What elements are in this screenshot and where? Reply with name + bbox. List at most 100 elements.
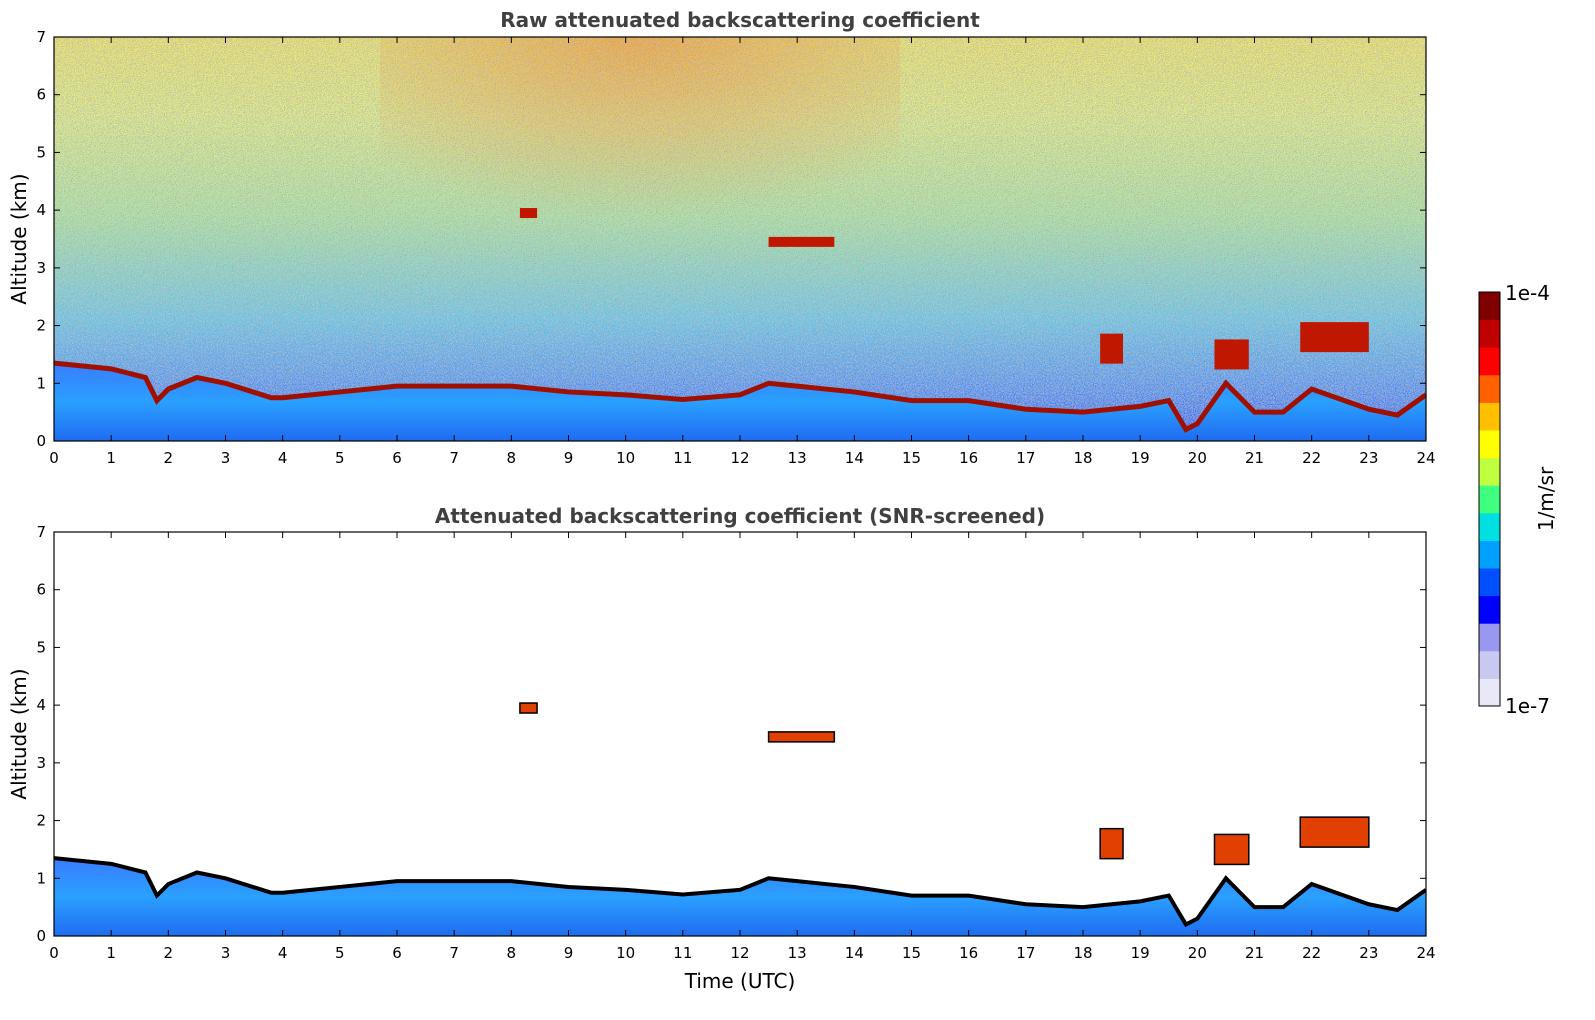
x-tick-label: 5 <box>335 449 345 467</box>
colorbar-min-label: 1e-7 <box>1505 694 1550 718</box>
colorbar-swatch <box>1479 512 1500 541</box>
x-tick-label: 10 <box>616 449 635 467</box>
screened-boundary-layer-aerosol <box>54 858 1426 936</box>
panel-raw: Raw attenuated backscattering coefficien… <box>7 8 1436 467</box>
x-tick-label: 17 <box>1016 449 1035 467</box>
colorbar-swatch <box>1479 430 1500 459</box>
colorbar-swatch <box>1479 568 1500 597</box>
x-tick-label: 20 <box>1188 449 1207 467</box>
x-tick-label: 6 <box>392 944 402 962</box>
y-tick-label: 6 <box>36 86 46 104</box>
x-tick-label: 11 <box>673 944 692 962</box>
x-tick-label: 1 <box>106 449 116 467</box>
panel-screened-heatmap <box>54 532 1426 936</box>
cloud-feature <box>1213 833 1250 866</box>
panel-screened-ylabel: Altitude (km) <box>7 668 31 799</box>
y-tick-label: 1 <box>36 869 46 887</box>
x-tick-label: 21 <box>1245 449 1264 467</box>
panel-screened-title: Attenuated backscattering coefficient (S… <box>435 504 1045 528</box>
y-tick-label: 6 <box>36 581 46 599</box>
x-tick-label: 16 <box>959 449 978 467</box>
y-tick-label: 7 <box>36 523 46 541</box>
x-tick-label: 1 <box>106 944 116 962</box>
y-tick-label: 7 <box>36 28 46 46</box>
x-tick-label: 18 <box>1073 944 1092 962</box>
x-tick-label: 24 <box>1416 944 1435 962</box>
colorbar-swatches <box>1479 292 1500 707</box>
colorbar-swatch <box>1479 595 1500 624</box>
cloud-feature <box>1299 816 1370 848</box>
x-tick-label: 22 <box>1302 944 1321 962</box>
cloud-feature <box>767 731 836 743</box>
x-tick-label: 9 <box>564 944 574 962</box>
y-tick-label: 4 <box>36 201 46 219</box>
colorbar: 1e-4 1e-7 1/m/sr <box>1478 281 1558 718</box>
x-tick-label: 22 <box>1302 449 1321 467</box>
y-tick-label: 4 <box>36 696 46 714</box>
panel-screened-x-ticks: 0 1 2 3 4 5 6 7 8 9 10 11 12 13 14 15 16 17 18 19 20 21 22 23 24 <box>49 532 1436 962</box>
colorbar-swatch <box>1479 347 1500 376</box>
x-tick-label: 14 <box>845 944 864 962</box>
x-tick-label: 7 <box>449 944 459 962</box>
y-tick-label: 5 <box>36 638 46 656</box>
x-tick-label: 11 <box>673 449 692 467</box>
x-tick-label: 21 <box>1245 944 1264 962</box>
colorbar-swatch <box>1479 374 1500 403</box>
x-tick-label: 5 <box>335 944 345 962</box>
x-tick-label: 7 <box>449 449 459 467</box>
panel-raw-ylabel: Altitude (km) <box>7 173 31 304</box>
cloud-feature <box>1214 339 1249 370</box>
x-tick-label: 14 <box>845 449 864 467</box>
x-tick-label: 12 <box>730 944 749 962</box>
panel-raw-y-ticks: 0 1 2 3 4 5 6 7 <box>36 28 1426 450</box>
panel-screened-y-ticks: 0 1 2 3 4 5 6 7 <box>36 523 1426 945</box>
x-tick-label: 23 <box>1359 944 1378 962</box>
x-tick-label: 6 <box>392 449 402 467</box>
y-tick-label: 0 <box>36 927 46 945</box>
raw-boundary-layer-top <box>54 360 1426 433</box>
cloud-feature <box>519 208 538 219</box>
colorbar-swatch <box>1479 402 1500 431</box>
x-tick-label: 4 <box>278 449 288 467</box>
x-tick-label: 4 <box>278 944 288 962</box>
x-tick-label: 17 <box>1016 944 1035 962</box>
x-tick-label: 15 <box>902 449 921 467</box>
colorbar-swatch <box>1479 540 1500 569</box>
x-tick-label: 15 <box>902 944 921 962</box>
x-tick-label: 13 <box>788 944 807 962</box>
colorbar-swatch <box>1479 650 1500 679</box>
screened-cloud-features <box>519 702 1370 866</box>
colorbar-unit-label: 1/m/sr <box>1534 466 1558 531</box>
colorbar-swatch <box>1479 678 1500 707</box>
x-tick-label: 3 <box>221 944 231 962</box>
x-tick-label: 23 <box>1359 449 1378 467</box>
colorbar-max-label: 1e-4 <box>1505 281 1550 305</box>
cloud-feature <box>1100 333 1124 364</box>
x-tick-label: 2 <box>164 944 174 962</box>
colorbar-swatch <box>1479 457 1500 486</box>
panel-screened: Attenuated backscattering coefficient (S… <box>7 504 1436 993</box>
x-tick-label: 8 <box>507 944 517 962</box>
x-tick-label: 19 <box>1131 944 1150 962</box>
colorbar-swatch <box>1479 623 1500 652</box>
y-tick-label: 5 <box>36 143 46 161</box>
cloud-feature <box>768 236 835 247</box>
y-tick-label: 0 <box>36 432 46 450</box>
colorbar-swatch <box>1479 319 1500 348</box>
panel-raw-heatmap <box>54 37 1426 441</box>
x-tick-label: 3 <box>221 449 231 467</box>
y-tick-label: 1 <box>36 374 46 392</box>
colorbar-frame <box>1478 291 1501 707</box>
x-tick-label: 19 <box>1131 449 1150 467</box>
x-tick-label: 24 <box>1416 449 1435 467</box>
panel-screened-xlabel: Time (UTC) <box>684 969 796 993</box>
x-tick-label: 10 <box>616 944 635 962</box>
colorbar-swatch <box>1479 485 1500 514</box>
x-tick-label: 16 <box>959 944 978 962</box>
x-tick-label: 8 <box>507 449 517 467</box>
x-tick-label: 9 <box>564 449 574 467</box>
raw-cloud-features <box>519 208 1369 370</box>
x-tick-label: 18 <box>1073 449 1092 467</box>
raw-noise-speckle <box>54 37 1426 441</box>
